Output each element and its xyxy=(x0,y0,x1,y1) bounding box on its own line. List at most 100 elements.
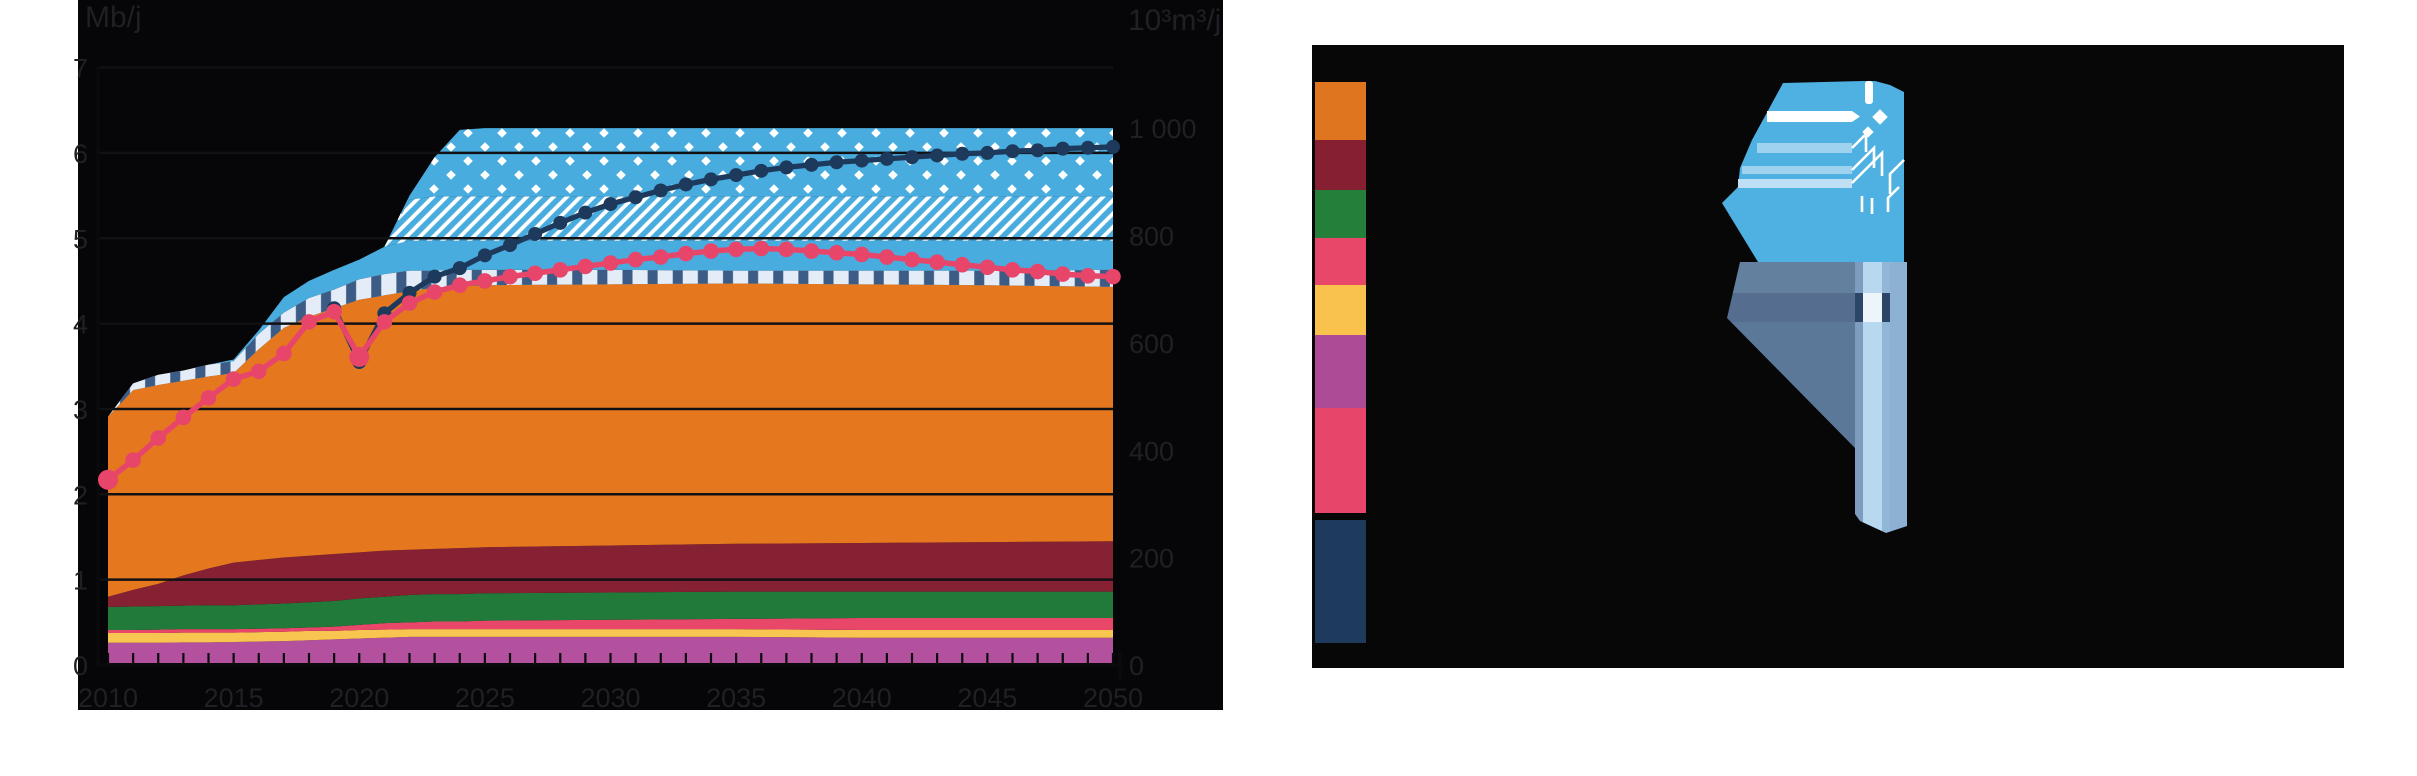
demand-line-marker xyxy=(703,243,719,259)
supply-line-marker xyxy=(578,205,593,220)
flag-reflection-wedge xyxy=(1727,262,1855,448)
supply-line-marker xyxy=(905,150,919,165)
circuit-flag-shape xyxy=(1722,81,1905,262)
axis-tick-label: 2015 xyxy=(204,683,264,713)
demand-line-marker xyxy=(477,273,493,289)
axis-tick-label: 3 xyxy=(73,395,88,425)
legend-panel xyxy=(1312,45,2344,668)
supply-line-marker xyxy=(427,269,442,284)
demand-line-marker xyxy=(652,249,669,265)
demand-line-marker xyxy=(376,314,393,330)
axis-tick-label: 1 xyxy=(73,566,88,596)
supply-line-marker xyxy=(653,183,668,198)
pole-notch-left xyxy=(1855,293,1863,322)
axis-tick-label: 6 xyxy=(73,139,88,169)
supply-line-marker xyxy=(477,248,492,263)
pole-notch-center xyxy=(1863,293,1882,322)
circuit-flag-illustration xyxy=(1722,81,1907,533)
axis-tick-label: 1 000 xyxy=(1129,114,1197,144)
supply-line-marker xyxy=(980,145,995,160)
supply-line-marker xyxy=(930,148,945,163)
circuit-trace xyxy=(1888,159,1905,194)
supply-line-marker xyxy=(879,151,894,166)
axis-tick-label: 200 xyxy=(1129,544,1174,574)
demand-line-marker xyxy=(1004,262,1021,278)
supply-line xyxy=(327,139,1120,370)
circuit-trace xyxy=(1851,130,1868,152)
supply-line-marker xyxy=(754,163,769,178)
demand-line xyxy=(98,240,1121,490)
supply-line-marker xyxy=(955,146,970,161)
demand-line-marker xyxy=(98,469,118,490)
demand-line-marker xyxy=(552,262,569,278)
demand-line-marker xyxy=(502,268,518,285)
axis-tick-label: 5 xyxy=(73,224,88,254)
supply-line-marker xyxy=(553,215,568,230)
axis-tick-label: 2040 xyxy=(832,683,892,713)
supply-line-marker xyxy=(804,157,819,172)
supply-line-marker xyxy=(854,153,869,168)
circuit-diamond xyxy=(1872,109,1888,125)
demand-line-marker xyxy=(150,430,167,446)
axis-tick-label: 2025 xyxy=(455,683,515,713)
demand-line-marker xyxy=(803,243,820,259)
demand-line-marker xyxy=(1105,268,1121,285)
demand-line-marker xyxy=(879,249,895,265)
axis-tick-label: 600 xyxy=(1129,329,1174,359)
demand-line-marker xyxy=(225,371,242,387)
demand-line-marker xyxy=(828,244,845,261)
axis-tick-label: 2030 xyxy=(580,683,640,713)
legend-chip-green xyxy=(1315,190,1366,238)
band-green xyxy=(108,591,1113,631)
band-maroon xyxy=(108,541,1113,607)
supply-line-marker xyxy=(603,197,618,212)
demand-line-marker xyxy=(401,295,418,311)
legend-marker-demand xyxy=(1315,408,1366,513)
band-yellow xyxy=(108,629,1113,643)
supply-line-marker xyxy=(503,238,517,253)
demand-line-marker xyxy=(301,314,317,330)
supply-line-marker xyxy=(779,160,794,175)
supply-line-marker xyxy=(628,190,643,205)
supply-line-marker xyxy=(528,226,543,241)
demand-line-marker xyxy=(778,241,795,258)
demand-line-marker xyxy=(853,246,870,263)
demand-line-marker xyxy=(602,255,619,271)
supply-line-marker xyxy=(729,168,744,183)
circuit-trace xyxy=(1851,149,1884,184)
supply-line-marker xyxy=(1080,140,1095,155)
demand-line-marker xyxy=(929,254,945,270)
axis-tick-label: 2 xyxy=(73,480,88,510)
axis-tick-label: 2045 xyxy=(957,683,1017,713)
axis-tick-label: 2050 xyxy=(1083,683,1143,713)
band-pink xyxy=(108,618,1113,633)
demand-line-marker xyxy=(979,259,996,276)
demand-line-marker xyxy=(200,390,217,406)
supply-line-marker xyxy=(829,155,844,170)
demand-line-marker xyxy=(954,256,971,273)
axis-tick-label: 800 xyxy=(1129,222,1174,252)
demand-line-marker xyxy=(728,241,744,258)
demand-line-marker xyxy=(175,409,192,426)
supply-line-marker xyxy=(1106,139,1120,154)
supply-line-marker xyxy=(1055,141,1070,156)
demand-line-marker xyxy=(1080,268,1096,284)
axis-tick-label: 400 xyxy=(1129,436,1174,466)
axis-tick-label: 7 xyxy=(73,54,88,84)
circuit-trace xyxy=(1886,186,1900,212)
legend-chip-pink xyxy=(1315,238,1366,285)
flag-pole xyxy=(1855,262,1907,533)
demand-line-marker xyxy=(753,240,770,257)
y-axis-left-title: Mb/j xyxy=(85,1,142,34)
demand-line-marker xyxy=(125,452,141,468)
demand-line-marker xyxy=(426,284,443,300)
axis-tick-label: 2020 xyxy=(329,683,389,713)
legend-chip-maroon xyxy=(1315,140,1366,190)
pole-notch-right xyxy=(1882,293,1890,322)
axis-tick-label: 0 xyxy=(73,651,88,681)
axis-tick-label: 4 xyxy=(73,310,88,340)
year-tick-marks xyxy=(106,653,1115,666)
band-blue-solid xyxy=(108,240,1113,417)
